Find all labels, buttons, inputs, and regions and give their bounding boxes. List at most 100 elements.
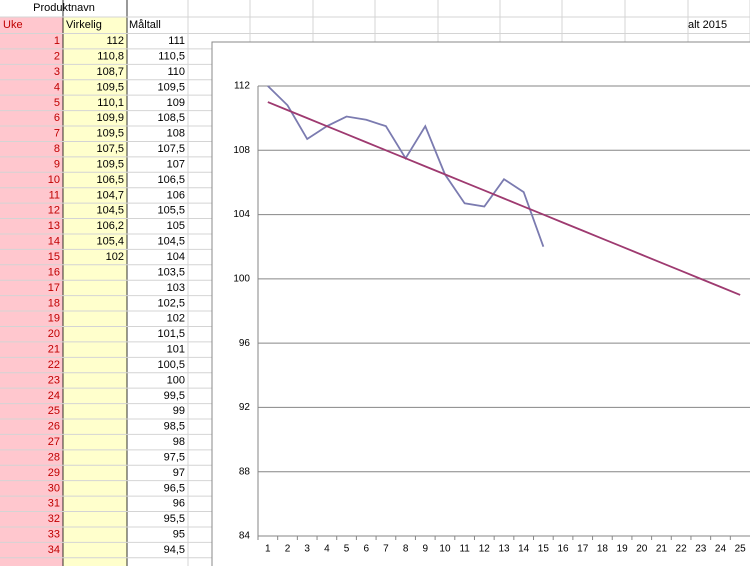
header-uke: Uke xyxy=(3,19,23,31)
y-tick-label: 104 xyxy=(233,209,250,220)
x-tick-label: 15 xyxy=(538,544,550,555)
y-tick-label: 108 xyxy=(233,145,250,156)
virkelig-cell: 104,7 xyxy=(96,189,124,201)
x-tick-label: 1 xyxy=(265,544,271,555)
y-tick-label: 92 xyxy=(239,402,251,413)
maltall-cell: 99,5 xyxy=(164,390,185,402)
maltall-cell: 102,5 xyxy=(157,297,185,309)
x-tick-label: 3 xyxy=(304,544,310,555)
x-tick-label: 25 xyxy=(735,544,747,555)
uke-cell: 7 xyxy=(54,128,60,140)
sheet-title: Produktnavn xyxy=(33,2,95,14)
header-maltall: Måltall xyxy=(129,19,161,31)
uke-cell: 16 xyxy=(48,266,60,278)
y-tick-label: 100 xyxy=(233,273,250,284)
uke-cell: 26 xyxy=(48,421,60,433)
uke-cell: 19 xyxy=(48,313,60,325)
uke-cell: 31 xyxy=(48,498,60,510)
y-tick-label: 84 xyxy=(239,531,251,542)
maltall-cell: 108,5 xyxy=(157,112,185,124)
virkelig-cell: 109,5 xyxy=(96,128,124,140)
uke-cell: 34 xyxy=(48,544,60,556)
uke-cell: 18 xyxy=(48,297,60,309)
maltall-cell: 98,5 xyxy=(164,421,185,433)
maltall-cell: 96 xyxy=(173,498,185,510)
virkelig-cell: 108,7 xyxy=(96,66,124,78)
uke-cell: 3 xyxy=(54,66,60,78)
maltall-cell: 94,5 xyxy=(164,544,185,556)
x-tick-label: 4 xyxy=(324,544,330,555)
x-tick-label: 11 xyxy=(459,544,470,555)
virkelig-column-fill xyxy=(63,17,127,566)
x-tick-label: 12 xyxy=(479,544,491,555)
x-tick-label: 19 xyxy=(617,544,629,555)
maltall-cell: 109,5 xyxy=(157,81,185,93)
uke-cell: 10 xyxy=(48,174,60,186)
uke-cell: 1 xyxy=(54,35,60,47)
maltall-cell: 107 xyxy=(167,158,185,170)
y-tick-label: 112 xyxy=(234,81,250,92)
x-tick-label: 9 xyxy=(422,544,428,555)
maltall-cell: 106 xyxy=(167,189,185,201)
uke-cell: 13 xyxy=(48,220,60,232)
maltall-cell: 103 xyxy=(167,282,185,294)
uke-cell: 6 xyxy=(54,112,60,124)
uke-cell: 12 xyxy=(48,205,60,217)
virkelig-cell: 107,5 xyxy=(96,143,124,155)
y-tick-label: 96 xyxy=(239,338,251,349)
maltall-cell: 97 xyxy=(173,467,185,479)
x-tick-label: 16 xyxy=(557,544,569,555)
maltall-cell: 107,5 xyxy=(157,143,185,155)
uke-cell: 4 xyxy=(54,81,60,93)
x-tick-label: 13 xyxy=(498,544,510,555)
uke-cell: 8 xyxy=(54,143,60,155)
uke-cell: 11 xyxy=(49,189,60,201)
maltall-cell: 104,5 xyxy=(157,236,185,248)
x-tick-label: 8 xyxy=(403,544,409,555)
uke-cell: 28 xyxy=(48,451,60,463)
maltall-cell: 101 xyxy=(167,344,185,356)
virkelig-cell: 109,5 xyxy=(96,81,124,93)
virkelig-cell: 112 xyxy=(106,35,124,47)
x-tick-label: 14 xyxy=(518,544,530,555)
maltall-cell: 105 xyxy=(167,220,185,232)
uke-cell: 5 xyxy=(54,97,60,109)
uke-cell: 21 xyxy=(48,344,60,356)
maltall-cell: 106,5 xyxy=(157,174,185,186)
y-tick-label: 88 xyxy=(239,466,251,477)
virkelig-cell: 110,8 xyxy=(97,51,124,63)
x-tick-label: 5 xyxy=(344,544,350,555)
x-tick-label: 10 xyxy=(439,544,451,555)
maltall-cell: 109 xyxy=(167,97,185,109)
uke-cell: 29 xyxy=(48,467,60,479)
virkelig-cell: 104,5 xyxy=(96,205,124,217)
virkelig-cell: 105,4 xyxy=(96,236,124,248)
virkelig-cell: 102 xyxy=(106,251,124,263)
uke-cell: 32 xyxy=(48,513,60,525)
header-virkelig: Virkelig xyxy=(66,19,102,31)
maltall-cell: 95 xyxy=(173,529,185,541)
virkelig-cell: 109,5 xyxy=(96,158,124,170)
chart-area xyxy=(211,41,750,566)
uke-cell: 20 xyxy=(48,328,60,340)
uke-cell: 33 xyxy=(48,529,60,541)
maltall-cell: 103,5 xyxy=(157,266,185,278)
uke-cell: 27 xyxy=(48,436,60,448)
uke-cell: 30 xyxy=(48,482,60,494)
uke-cell: 15 xyxy=(48,251,60,263)
maltall-cell: 102 xyxy=(167,313,185,325)
maltall-cell: 110 xyxy=(167,66,185,78)
maltall-cell: 100,5 xyxy=(157,359,185,371)
uke-cell: 14 xyxy=(48,236,60,248)
sheet-note: alt 2015 xyxy=(688,19,727,31)
uke-cell: 24 xyxy=(48,390,60,402)
x-tick-label: 21 xyxy=(656,544,668,555)
x-tick-label: 17 xyxy=(577,544,589,555)
uke-cell: 25 xyxy=(48,405,60,417)
x-tick-label: 20 xyxy=(636,544,648,555)
maltall-cell: 99 xyxy=(173,405,185,417)
maltall-cell: 108 xyxy=(167,128,185,140)
